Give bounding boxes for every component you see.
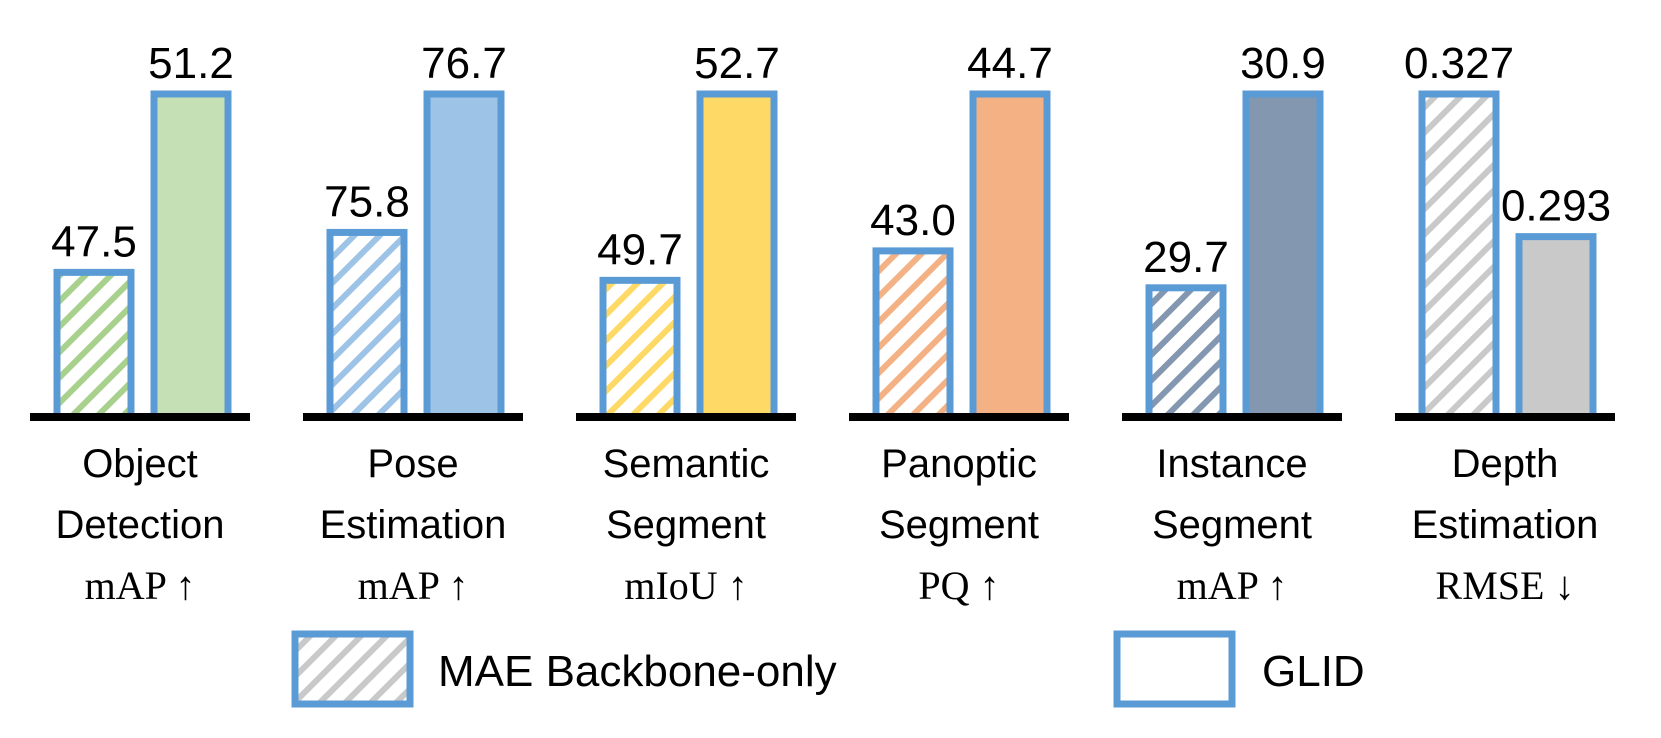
data-label-glid: 30.9 <box>1240 39 1326 88</box>
data-label-glid: 52.7 <box>694 39 780 88</box>
data-label-mae: 43.0 <box>870 196 956 245</box>
category-group: 43.0 44.7 Panoptic Segment PQ ↑ <box>849 39 1069 608</box>
tick-label-metric: PQ ↑ <box>918 563 999 608</box>
category-group: 75.8 76.7 Pose Estimation mAP ↑ <box>303 39 523 608</box>
tick-label-metric: mIoU ↑ <box>624 563 747 608</box>
bar-mae <box>599 276 681 421</box>
tick-label-line2: Segment <box>606 503 766 547</box>
bar-glid <box>150 90 232 421</box>
tick-label-line1: Depth <box>1452 442 1559 486</box>
category-group: 49.7 52.7 Semantic Segment mIoU ↑ <box>576 39 796 608</box>
bar-glid <box>1242 90 1324 421</box>
tick-label-line1: Instance <box>1156 442 1307 486</box>
data-label-mae: 0.327 <box>1404 39 1514 88</box>
tick-label-line1: Pose <box>367 442 458 486</box>
data-label-mae: 49.7 <box>597 225 683 274</box>
data-label-mae: 29.7 <box>1143 233 1229 282</box>
bar-glid <box>969 90 1051 421</box>
bar-glid <box>1515 233 1597 421</box>
category-group: 47.5 51.2 Object Detection mAP ↑ <box>30 39 250 608</box>
tick-label-line2: Segment <box>879 503 1039 547</box>
legend-swatch-mae <box>291 630 414 708</box>
tick-label-line2: Estimation <box>1412 503 1599 547</box>
bar-mae <box>1145 284 1227 421</box>
tick-label-line2: Estimation <box>320 503 507 547</box>
bar-mae <box>326 228 408 421</box>
bar-mae <box>872 247 954 421</box>
category-group: 0.327 0.293 Depth Estimation RMSE ↓ <box>1395 39 1615 608</box>
legend: MAE Backbone-only GLID <box>291 630 1365 708</box>
tick-label-metric: mAP ↑ <box>85 563 196 608</box>
data-label-glid: 76.7 <box>421 39 507 88</box>
tick-label-line1: Semantic <box>603 442 770 486</box>
tick-label-line1: Panoptic <box>881 442 1037 486</box>
data-label-glid: 0.293 <box>1501 182 1611 231</box>
tick-label-metric: mAP ↑ <box>1177 563 1288 608</box>
tick-label-line2: Segment <box>1152 503 1312 547</box>
data-label-glid: 51.2 <box>148 39 234 88</box>
tick-label-metric: RMSE ↓ <box>1436 563 1575 608</box>
data-label-glid: 44.7 <box>967 39 1053 88</box>
bar-mae <box>1418 90 1500 421</box>
tick-label-metric: mAP ↑ <box>358 563 469 608</box>
bar-mae <box>53 268 135 421</box>
data-label-mae: 75.8 <box>324 177 410 226</box>
tick-label-line2: Detection <box>56 503 225 547</box>
legend-label-glid: GLID <box>1262 647 1365 696</box>
legend-swatch-glid <box>1113 630 1236 708</box>
tick-label-line1: Object <box>82 442 198 486</box>
data-label-mae: 47.5 <box>51 217 137 266</box>
legend-label-mae: MAE Backbone-only <box>438 647 837 696</box>
bar-glid <box>423 90 505 421</box>
category-group: 29.7 30.9 Instance Segment mAP ↑ <box>1122 39 1342 608</box>
bar-glid <box>696 90 778 421</box>
